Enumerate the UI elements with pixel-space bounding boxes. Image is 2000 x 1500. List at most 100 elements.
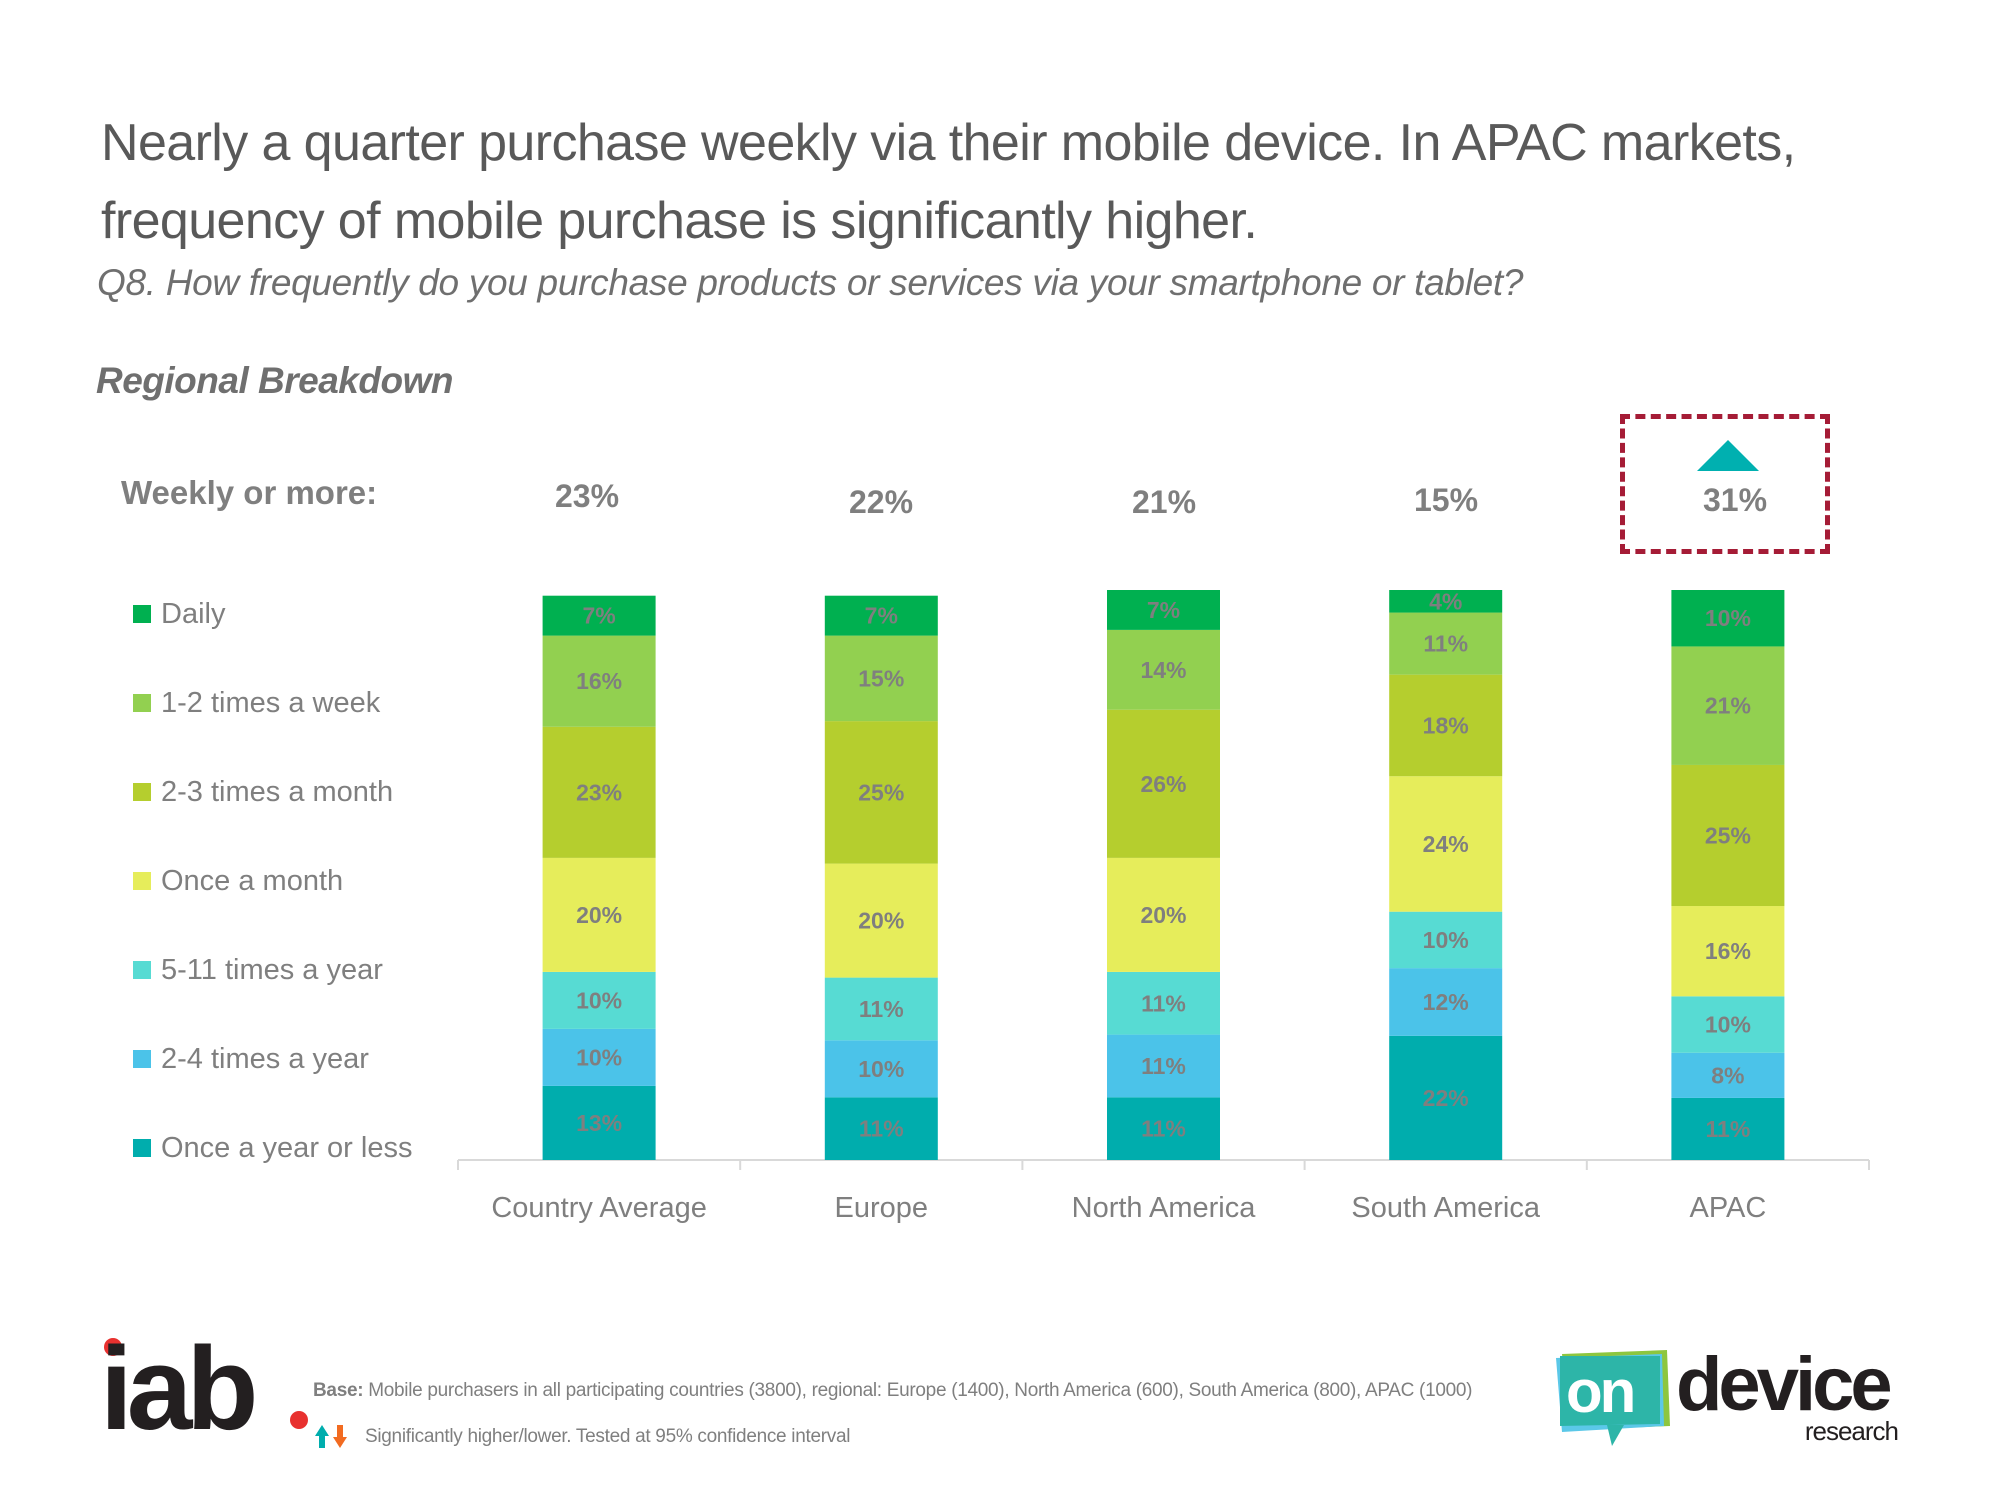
bar-segment (1107, 590, 1220, 630)
down-arrow-icon (333, 1425, 347, 1448)
significance-note: Significantly higher/lower. Tested at 95… (365, 1426, 851, 1447)
legend-item: 2-4 times a year (133, 1039, 369, 1079)
weekly-value-north-america: 21% (1131, 484, 1197, 520)
legend-swatch (133, 1050, 151, 1068)
data-label: 10% (576, 987, 622, 1013)
data-label: 16% (1705, 938, 1751, 964)
base-note-label: Base: (313, 1380, 364, 1401)
legend-item: Daily (133, 594, 225, 634)
bar-segment (1671, 590, 1785, 647)
data-label: 11% (1141, 990, 1186, 1016)
logo-device-text: device (1676, 1346, 1890, 1427)
data-label: 16% (576, 668, 622, 694)
legend-swatch (133, 1139, 151, 1157)
category-label: Country Average (491, 1192, 707, 1224)
bar-segment (824, 977, 938, 1041)
logo-on-text: on (1566, 1358, 1633, 1425)
bar-segment (824, 721, 938, 864)
legend-swatch (133, 872, 151, 890)
base-note-text: Mobile purchasers in all participating c… (363, 1380, 1473, 1401)
legend-item: Once a year or less (133, 1128, 412, 1168)
bar-segment (1671, 764, 1785, 907)
legend-item: 2-3 times a month (133, 772, 393, 812)
data-label: 11% (1141, 1116, 1186, 1142)
slide-title: Nearly a quarter purchase weekly via the… (101, 104, 1901, 260)
bar-segment (1389, 674, 1503, 777)
bar-segment (824, 863, 938, 978)
title-line-1: Nearly a quarter purchase weekly via the… (101, 114, 1796, 172)
iab-logo-dot (290, 1411, 308, 1429)
bar-segment (1671, 1052, 1785, 1098)
data-label: 7% (1147, 597, 1180, 623)
legend-label: 1-2 times a week (161, 686, 381, 719)
significance-highlight-box (1620, 414, 1830, 554)
data-label: 8% (1711, 1062, 1744, 1088)
iab-logo-dot-top (104, 1338, 122, 1356)
weekly-value-europe: 22% (848, 484, 914, 520)
data-label: 15% (858, 665, 904, 691)
bar-segment (542, 1028, 656, 1086)
bar-segment (1671, 646, 1785, 765)
legend-label: 2-4 times a year (161, 1042, 369, 1075)
bar-segment (542, 857, 656, 972)
data-label: 25% (858, 779, 904, 805)
data-label: 7% (865, 603, 898, 629)
bar-segment (1389, 612, 1503, 675)
bar-segment (1107, 857, 1220, 972)
category-label: South America (1351, 1192, 1540, 1224)
legend-label: Daily (161, 597, 226, 630)
data-label: 10% (576, 1044, 622, 1070)
iab-logo-text: iab (100, 1336, 254, 1436)
legend-swatch (133, 605, 151, 623)
bar-segment (1107, 1034, 1220, 1098)
bar-segment (1671, 996, 1785, 1053)
data-label: 25% (1705, 822, 1751, 848)
legend-label: Once a year or less (161, 1131, 413, 1164)
bar-segment (824, 1097, 938, 1160)
bar-segment (1671, 906, 1785, 997)
base-note: Base: Mobile purchasers in all participa… (313, 1380, 1472, 1402)
data-label: 26% (1140, 771, 1186, 797)
bar-segment (542, 726, 656, 858)
bar-segment (1107, 629, 1220, 710)
data-label: 10% (1705, 605, 1751, 631)
category-label: Europe (835, 1192, 929, 1224)
bar-segment (824, 595, 938, 636)
title-line-2: frequency of mobile purchase is signific… (101, 192, 1258, 250)
bar-segment (542, 971, 656, 1029)
data-label: 13% (576, 1110, 622, 1136)
legend-swatch (133, 783, 151, 801)
bar-segment (1107, 709, 1220, 858)
iab-logo: iab (100, 1336, 308, 1436)
data-label: 18% (1423, 712, 1469, 738)
data-label: 11% (1706, 1116, 1751, 1142)
data-label: 10% (858, 1056, 904, 1082)
data-label: 20% (1140, 902, 1186, 928)
weekly-value-country-average: 23% (554, 478, 620, 514)
data-label: 11% (1141, 1053, 1186, 1079)
higher-lower-arrows-icon (315, 1425, 347, 1448)
logo-bubble-tail (1607, 1425, 1624, 1446)
weekly-value-apac: 31% (1702, 482, 1768, 518)
up-arrow-icon (315, 1425, 329, 1448)
bar-segment (542, 1085, 656, 1160)
category-label: APAC (1689, 1192, 1766, 1224)
legend-label: Once a month (161, 864, 344, 897)
logo-research-text: research (1805, 1416, 1898, 1446)
data-label: 22% (1423, 1085, 1469, 1111)
legend-label: 5-11 times a year (161, 953, 383, 986)
data-label: 10% (1423, 927, 1469, 953)
bar-segment (1389, 911, 1503, 969)
data-label: 10% (1705, 1012, 1751, 1038)
data-label: 20% (858, 908, 904, 934)
bar-segment (1107, 1097, 1220, 1160)
data-label: 4% (1429, 588, 1462, 614)
bar-segment (824, 635, 938, 722)
bar-segment (1389, 590, 1503, 613)
section-heading: Regional Breakdown (96, 360, 453, 401)
bar-segment (824, 1040, 938, 1098)
significantly-higher-up-icon (1697, 440, 1759, 471)
data-label: 21% (1705, 693, 1751, 719)
weekly-value-south-america: 15% (1413, 482, 1479, 518)
